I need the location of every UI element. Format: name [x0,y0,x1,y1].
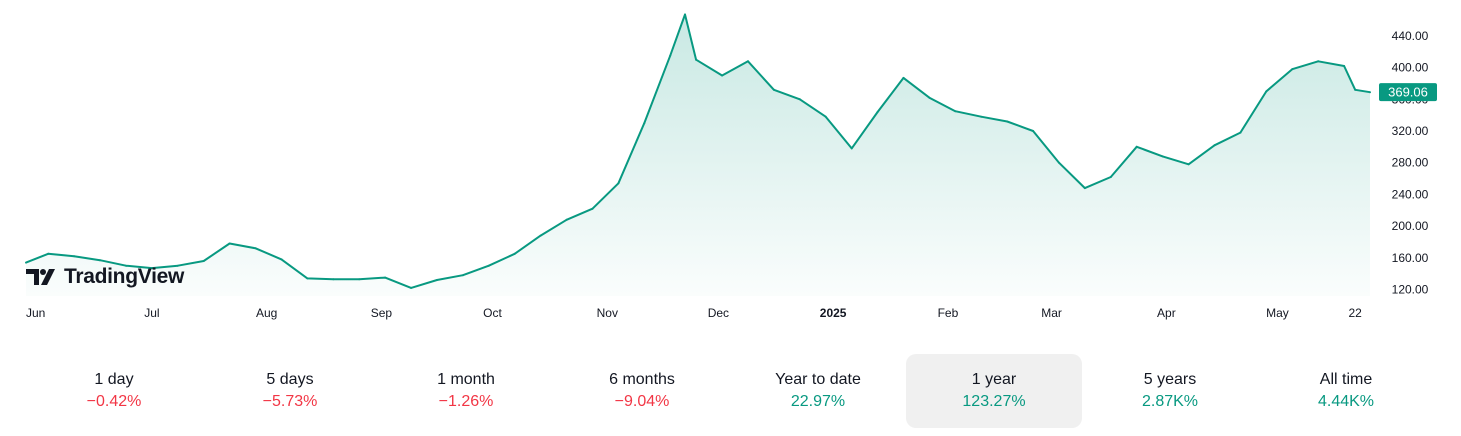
x-tick-label: Jun [26,306,45,320]
x-tick-label: Dec [708,306,729,320]
x-tick-label: 22 [1349,306,1363,320]
y-tick-label: 280.00 [1392,156,1429,170]
x-tick-label: Sep [371,306,393,320]
period-tab[interactable]: 1 year 123.27% [906,354,1082,428]
period-tab[interactable]: Year to date 22.97% [730,354,906,428]
x-tick-label: Aug [256,306,277,320]
period-change-value: 2.87K% [1141,393,1199,410]
x-tick-label: May [1266,306,1289,320]
tradingview-logo-icon [26,269,55,285]
x-tick-label: Apr [1157,306,1176,320]
x-tick-label: Feb [938,306,959,320]
period-change-value: −5.73% [262,393,318,410]
period-change-value: −9.04% [614,393,670,410]
price-line [25,13,1371,289]
period-label: 5 years [1143,371,1197,388]
period-label: 5 days [266,371,314,388]
x-tick-label: Mar [1041,306,1062,320]
period-change-value: −0.42% [86,393,142,410]
period-label: 1 day [94,371,134,388]
x-axis: Jun Jul Aug Sep Oct Nov Dec 2025 Feb Mar Apr May 22 [26,306,1362,320]
period-label: 6 months [609,371,675,388]
period-tab[interactable]: 1 month −1.26% [378,354,554,428]
price-chart[interactable]: 120.00160.00200.00240.00280.00320.00360.… [0,0,1461,330]
performance-periods: 1 day −0.42% 5 days −5.73% 1 month −1.26% 6 mo… [26,354,1434,428]
period-tab[interactable]: 5 years 2.87K% [1082,354,1258,428]
svg-text:369.06: 369.06 [1388,85,1428,100]
period-label: Year to date [775,371,861,388]
y-tick-label: 160.00 [1392,251,1429,265]
period-change-value: 22.97% [790,393,846,410]
current-price-tag: 369.06 [1379,83,1437,102]
tradingview-logo[interactable]: TradingView [26,265,184,289]
period-tab[interactable]: 5 days −5.73% [202,354,378,428]
period-label: 1 month [437,371,495,388]
period-tab[interactable]: All time 4.44K% [1258,354,1434,428]
period-change-value: −1.26% [438,393,494,410]
x-tick-label: Oct [483,306,502,320]
y-tick-label: 320.00 [1392,124,1429,138]
y-tick-label: 200.00 [1392,219,1429,233]
y-tick-label: 440.00 [1392,29,1429,43]
period-label: All time [1319,371,1373,388]
x-tick-label: 2025 [820,306,847,320]
y-tick-label: 240.00 [1392,187,1429,201]
y-tick-label: 400.00 [1392,61,1429,75]
x-tick-label: Nov [597,306,618,320]
period-tab[interactable]: 6 months −9.04% [554,354,730,428]
price-area-fill [26,14,1370,296]
period-change-value: 123.27% [962,393,1026,410]
y-tick-label: 120.00 [1392,283,1429,297]
period-label: 1 year [971,371,1017,388]
y-axis: 120.00160.00200.00240.00280.00320.00360.… [1392,29,1429,297]
period-change-value: 4.44K% [1317,393,1375,410]
period-tab[interactable]: 1 day −0.42% [26,354,202,428]
x-tick-label: Jul [144,306,159,320]
tradingview-wordmark: TradingView [64,265,185,288]
